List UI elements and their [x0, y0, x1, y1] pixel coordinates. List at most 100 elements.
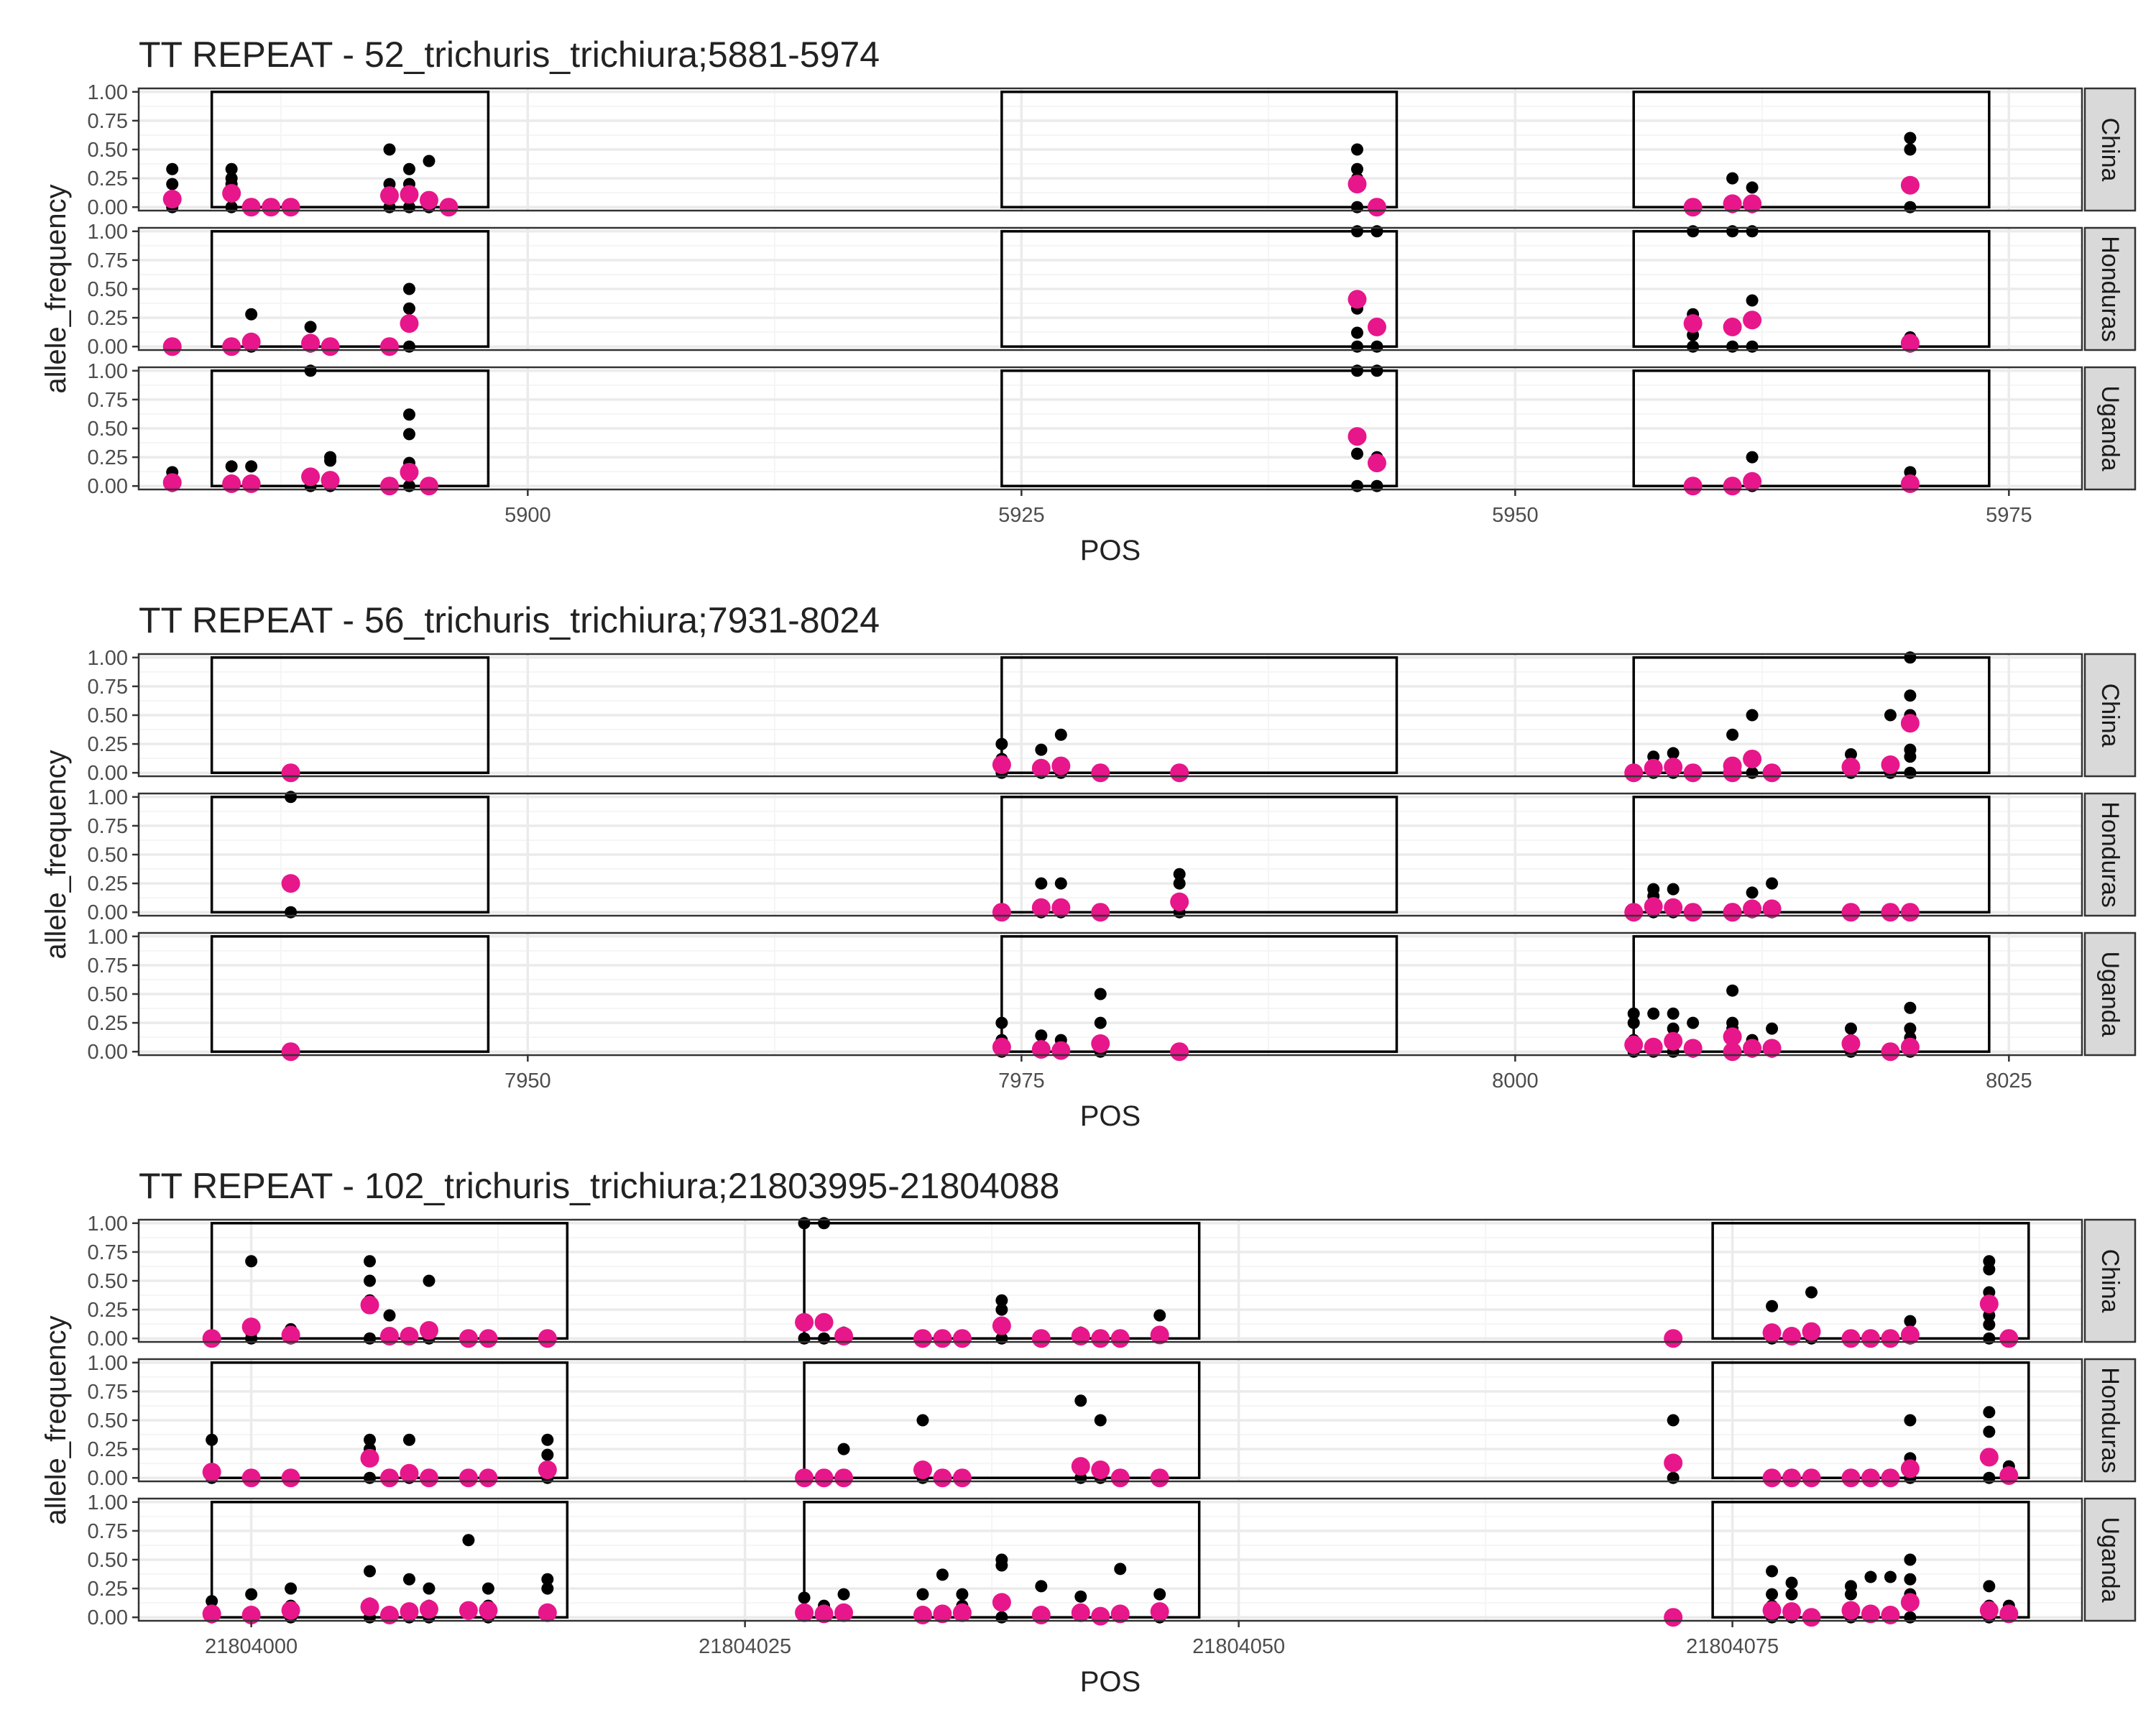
- mean-point: [1861, 1468, 1880, 1488]
- sample-point: [541, 1582, 554, 1595]
- facet-panel-honduras: 0.00 0.25 0.50 0.75 1.00 Honduras: [88, 1352, 2137, 1490]
- mean-point: [1348, 427, 1367, 446]
- y-tick-label: 1.00: [88, 926, 128, 949]
- mean-point: [400, 185, 419, 204]
- facet-strip: [2083, 226, 2137, 351]
- mean-point: [1881, 1042, 1900, 1062]
- sample-point: [225, 460, 238, 473]
- mean-point: [1782, 1468, 1802, 1488]
- sample-point: [1904, 1315, 1917, 1328]
- facet-strip: [2083, 932, 2137, 1057]
- x-tick-label: 7975: [998, 1070, 1045, 1092]
- y-tick-label: 0.50: [88, 844, 128, 867]
- y-tick-label: 0.25: [88, 167, 128, 190]
- repeat-region-box: [1632, 91, 1991, 208]
- y-tick-label: 0.50: [88, 1270, 128, 1293]
- x-tick-label: 21804000: [205, 1635, 298, 1658]
- mean-point: [992, 1316, 1011, 1335]
- mean-point: [1841, 758, 1861, 777]
- mean-point: [538, 1329, 557, 1348]
- mean-point: [1348, 175, 1367, 194]
- mean-point: [1051, 898, 1071, 917]
- y-tick-label: 0.50: [88, 704, 128, 727]
- sample-point: [1844, 1022, 1857, 1035]
- y-tick-label: 0.00: [88, 901, 128, 924]
- sample-point: [1627, 1007, 1640, 1020]
- mean-point: [1861, 1604, 1880, 1624]
- mean-point: [1624, 903, 1644, 922]
- mean-point: [202, 1329, 221, 1348]
- facet-panel-china: 0.00 0.25 0.50 0.75 1.00 China: [88, 1213, 2137, 1351]
- facet-panel-china: 0.00 0.25 0.50 0.75 1.00 China: [88, 647, 2137, 785]
- mean-point: [1762, 1601, 1782, 1620]
- mean-point: [1031, 1605, 1051, 1624]
- sample-point: [1094, 1016, 1107, 1029]
- sample-point: [1983, 1406, 1996, 1419]
- sample-point: [1983, 1318, 1996, 1331]
- y-tick-label: 1.00: [88, 1352, 128, 1375]
- y-tick-label: 0.25: [88, 1578, 128, 1601]
- mean-point: [933, 1604, 952, 1624]
- mean-point: [913, 1605, 932, 1624]
- mean-point: [1841, 1468, 1861, 1488]
- y-tick-label: 0.25: [88, 733, 128, 756]
- mean-point: [1999, 1466, 2019, 1485]
- sample-point: [1074, 1394, 1087, 1407]
- sample-point: [1074, 1590, 1087, 1603]
- sample-point: [245, 1588, 258, 1601]
- y-tick-label: 0.50: [88, 1549, 128, 1572]
- mean-point: [479, 1601, 498, 1620]
- sample-point: [1054, 877, 1067, 890]
- mean-point: [281, 874, 300, 893]
- mean-point: [1664, 1608, 1683, 1627]
- facet-panel-honduras: 0.00 0.25 0.50 0.75 1.00 Honduras: [88, 786, 2137, 924]
- mean-point: [1841, 1329, 1861, 1348]
- mean-point: [913, 1329, 932, 1348]
- mean-point: [1743, 310, 1762, 330]
- chart-title: TT REPEAT - 56_trichuris_trichiura;7931-…: [139, 600, 880, 640]
- mean-point: [1664, 1329, 1683, 1348]
- sample-point: [1647, 1007, 1660, 1020]
- mean-point: [241, 198, 261, 217]
- mean-point: [1723, 317, 1742, 336]
- mean-point: [479, 1468, 498, 1488]
- sample-point: [798, 1591, 811, 1604]
- repeat-region-box: [1632, 656, 1991, 774]
- mean-point: [1624, 1035, 1644, 1054]
- mean-point: [1664, 758, 1683, 777]
- mean-point: [479, 1329, 498, 1348]
- mean-point: [400, 1602, 419, 1622]
- mean-point: [1900, 1037, 1920, 1057]
- mean-point: [162, 337, 182, 356]
- y-tick-label: 1.00: [88, 1213, 128, 1236]
- facet-strip: [2083, 87, 2137, 212]
- sample-point: [364, 1565, 377, 1578]
- y-tick-label: 1.00: [88, 221, 128, 244]
- sample-point: [1904, 1573, 1917, 1586]
- sample-point: [364, 1274, 377, 1287]
- x-tick-label: 5950: [1492, 504, 1539, 527]
- sample-point: [1904, 143, 1917, 156]
- mean-point: [1900, 714, 1920, 733]
- mean-point: [379, 337, 399, 356]
- mean-point: [1841, 1034, 1861, 1053]
- x-tick-label: 21804075: [1686, 1635, 1779, 1658]
- x-tick-label: 5900: [505, 504, 551, 527]
- mean-point: [400, 462, 419, 482]
- mean-point: [1900, 1459, 1920, 1478]
- mean-point: [1861, 1329, 1880, 1348]
- sample-point: [364, 1255, 377, 1268]
- mean-point: [1664, 1031, 1683, 1051]
- x-tick-label: 8025: [1986, 1070, 2032, 1092]
- sample-point: [1785, 1576, 1798, 1589]
- x-tick-label: 5975: [1986, 504, 2032, 527]
- sample-point: [1864, 1570, 1877, 1583]
- mean-point: [301, 334, 321, 353]
- mean-point: [400, 314, 419, 334]
- x-axis-title: POS: [1080, 535, 1141, 566]
- mean-point: [162, 189, 182, 208]
- y-tick-label: 0.25: [88, 307, 128, 330]
- sample-point: [402, 428, 415, 441]
- sample-point: [1904, 1553, 1917, 1566]
- mean-point: [241, 474, 261, 493]
